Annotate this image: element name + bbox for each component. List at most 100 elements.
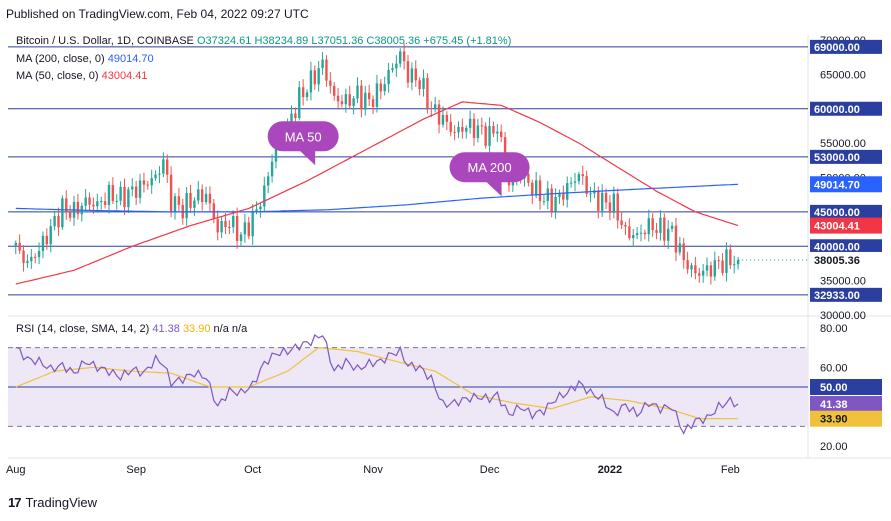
rsi-level-label: 50.00 — [820, 382, 848, 394]
candle-body — [725, 249, 728, 273]
candle-body — [430, 108, 433, 110]
candle-body — [107, 185, 111, 205]
candle-body — [348, 94, 351, 106]
candle-body — [690, 265, 693, 270]
price-tag-last — [810, 251, 882, 268]
candle-body — [290, 113, 293, 122]
rsi-axis-tick: 60.00 — [820, 362, 848, 374]
candle-body — [418, 80, 421, 90]
tradingview-brand-text: TradingView — [25, 495, 98, 510]
rsi-axis-tick: 80.00 — [820, 323, 848, 335]
callout-ma50: MA 50 — [267, 121, 339, 166]
candle-body — [527, 173, 530, 183]
footer-brand[interactable]: 17 TradingView — [8, 495, 97, 510]
candle-body — [639, 232, 643, 234]
legend-ma50-label: MA (50, close, 0) — [16, 70, 99, 82]
candle-body — [247, 222, 250, 237]
legend-ma200-row: MA (200, close, 0) 49014.70 — [16, 53, 154, 65]
candle-body — [604, 192, 608, 203]
price-tag-label: 49014.70 — [814, 179, 860, 191]
candle-body — [49, 226, 52, 245]
legend-rsi-value: 41.38 — [152, 323, 180, 335]
candle-body — [142, 180, 146, 185]
candle-body — [96, 201, 99, 207]
callout-ma200: MA 200 — [449, 152, 530, 197]
candle-body — [620, 220, 623, 225]
time-axis-label: Nov — [363, 464, 383, 476]
candle-body — [134, 186, 138, 198]
legend-close: C38005.36 — [366, 35, 421, 47]
rsi-tag-label: 41.38 — [820, 399, 848, 411]
horizontal-level-tag — [810, 39, 882, 54]
candle-body — [573, 181, 577, 183]
horizontal-level-label: 60000.00 — [814, 104, 860, 116]
candle-body — [437, 104, 441, 125]
candle-body — [356, 85, 359, 99]
legend-ma200-value: 49014.70 — [107, 53, 154, 65]
ma50-line — [15, 101, 739, 285]
candle-body — [169, 174, 173, 213]
legend-symbol-row: Bitcoin / U.S. Dollar, 1D, COINBASE O373… — [16, 35, 511, 47]
horizontal-level-tag — [810, 239, 882, 254]
price-axis-tick: 65000.00 — [820, 69, 866, 81]
candle-body — [321, 59, 324, 69]
candle-body — [344, 94, 348, 105]
candle-body — [686, 260, 689, 270]
candle-body — [534, 180, 538, 196]
candle-body — [185, 193, 188, 219]
candle-body — [177, 196, 181, 205]
candle-body — [670, 225, 674, 229]
candle-body — [228, 226, 231, 228]
candle-body — [76, 202, 80, 215]
time-axis-label: Sep — [126, 464, 146, 476]
candle-body — [399, 51, 402, 64]
callout-bubble — [267, 121, 339, 152]
candle-body — [158, 173, 161, 175]
candle-body — [558, 193, 561, 197]
candle-body — [453, 131, 456, 133]
candle-body — [554, 196, 557, 212]
candle-body — [111, 185, 115, 202]
legend-high: H38234.89 — [254, 35, 309, 47]
candle-body — [340, 101, 344, 105]
candle-body — [329, 80, 332, 86]
horizontal-level-tag — [810, 204, 882, 219]
candle-body — [33, 256, 37, 258]
candle-body — [208, 193, 212, 204]
candle-body — [647, 218, 650, 235]
candle-body — [131, 186, 134, 190]
candle-body — [682, 243, 685, 261]
candle-body — [674, 225, 678, 253]
candle-body — [367, 92, 371, 100]
candle-body — [468, 118, 472, 128]
candle-body — [422, 78, 425, 90]
candle-body — [608, 202, 612, 213]
candle-body — [480, 125, 483, 127]
price-axis-tick: 55000.00 — [820, 138, 866, 150]
candle-body — [585, 176, 588, 194]
candle-body — [173, 196, 177, 213]
legend-rsi-na-1: n/a — [213, 323, 229, 335]
candle-body — [395, 63, 398, 69]
time-axis-label: Feb — [721, 464, 740, 476]
candle-body — [569, 182, 573, 184]
legend-change: +675.45 (+1.81%) — [423, 35, 512, 47]
candle-body — [336, 95, 340, 102]
candle-body — [317, 68, 320, 85]
price-tag-label: 38005.36 — [814, 255, 860, 267]
price-axis-tick: 30000.00 — [820, 310, 866, 322]
candle-body — [119, 186, 122, 201]
candle-body — [589, 193, 592, 195]
candle-body — [61, 198, 64, 228]
horizontal-level-label: 53000.00 — [814, 152, 860, 164]
candle-body — [263, 185, 266, 207]
candle-body — [628, 226, 631, 239]
candle-body — [484, 126, 487, 146]
candle-body — [239, 234, 243, 241]
candle-body — [445, 114, 449, 122]
legend-symbol: Bitcoin / U.S. Dollar, 1D, COINBASE — [16, 35, 194, 47]
candle-body — [298, 87, 301, 119]
candle-body — [566, 183, 569, 200]
candle-body — [162, 159, 165, 174]
